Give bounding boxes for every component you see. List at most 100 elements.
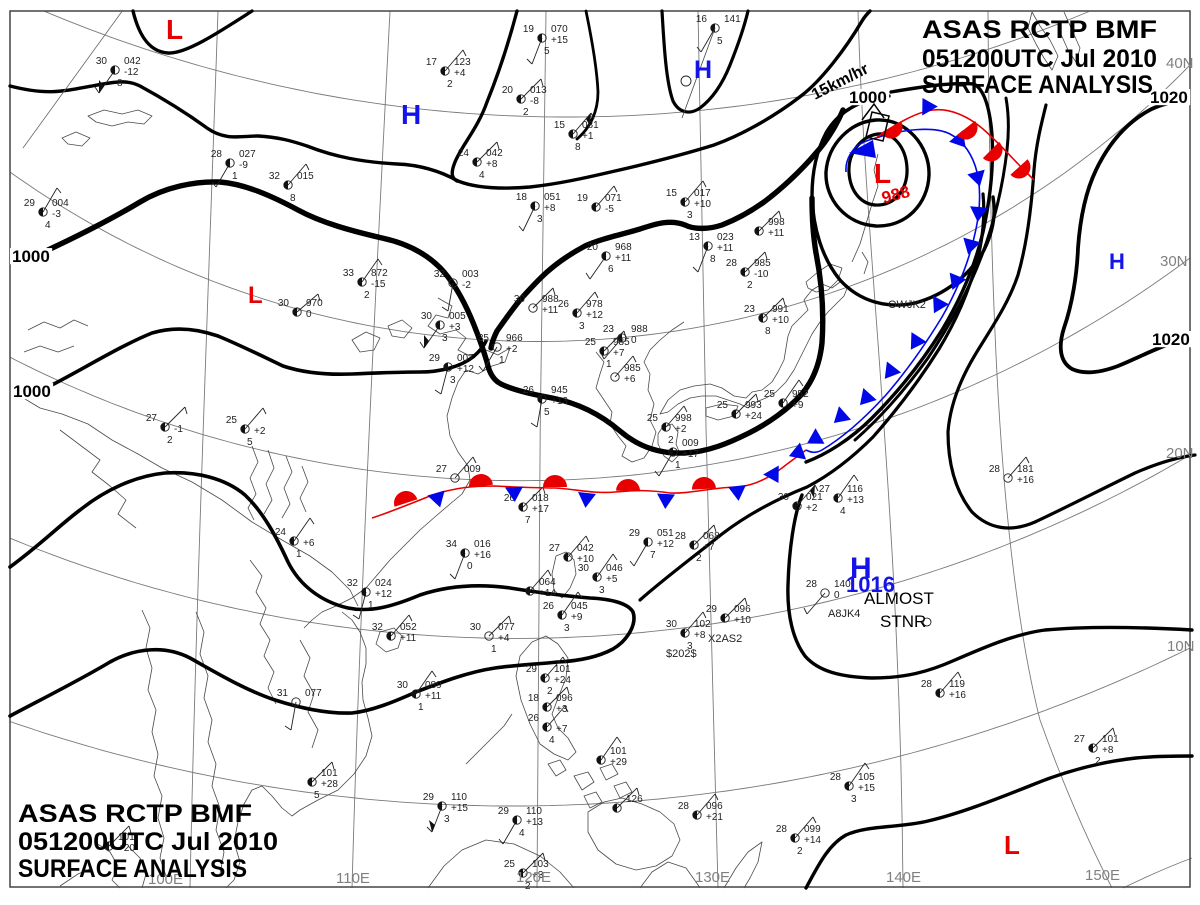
svg-text:3: 3	[579, 321, 585, 332]
svg-text:051: 051	[657, 528, 674, 539]
svg-text:27: 27	[146, 413, 158, 424]
svg-text:+11: +11	[542, 305, 559, 316]
svg-text:30: 30	[470, 622, 482, 633]
svg-text:4: 4	[840, 506, 846, 517]
svg-text:1016: 1016	[846, 572, 895, 597]
svg-text:110E: 110E	[336, 870, 370, 887]
svg-text:141: 141	[724, 14, 741, 25]
svg-text:181: 181	[1017, 464, 1034, 475]
svg-text:25: 25	[504, 859, 516, 870]
svg-text:110: 110	[451, 792, 467, 803]
svg-text:ALMOST: ALMOST	[864, 589, 934, 608]
svg-text:119: 119	[949, 679, 965, 690]
svg-text:096: 096	[706, 801, 723, 812]
svg-text:998: 998	[675, 413, 692, 424]
svg-text:H: H	[1109, 249, 1125, 274]
svg-text:+29: +29	[610, 757, 627, 768]
svg-text:L: L	[1004, 830, 1020, 860]
svg-text:+2: +2	[675, 424, 687, 435]
svg-text:3: 3	[687, 210, 693, 221]
svg-text:0: 0	[631, 335, 637, 346]
svg-text:+7: +7	[703, 542, 715, 553]
svg-text:005: 005	[449, 311, 466, 322]
svg-text:+1: +1	[582, 131, 594, 142]
svg-text:051: 051	[544, 192, 561, 203]
svg-text:1020: 1020	[1150, 88, 1188, 107]
svg-text:1020: 1020	[1152, 330, 1190, 349]
svg-text:100E: 100E	[148, 871, 183, 888]
svg-text:20N: 20N	[1166, 445, 1194, 462]
svg-text:077: 077	[498, 622, 515, 633]
svg-text:045: 045	[571, 601, 588, 612]
svg-text:-15: -15	[371, 279, 386, 290]
svg-text:35: 35	[478, 333, 490, 344]
svg-text:4: 4	[549, 735, 555, 746]
svg-text:081: 081	[582, 120, 599, 131]
svg-text:+13: +13	[847, 495, 864, 506]
svg-text:+2: +2	[506, 344, 518, 355]
svg-text:0: 0	[834, 590, 840, 601]
svg-text:5: 5	[544, 46, 550, 57]
svg-text:+3: +3	[449, 322, 461, 333]
svg-text:042: 042	[486, 148, 503, 159]
svg-text:8: 8	[765, 326, 771, 337]
svg-text:23: 23	[744, 304, 756, 315]
svg-text:-10: -10	[754, 269, 769, 280]
svg-text:105: 105	[858, 772, 875, 783]
svg-text:10N: 10N	[1167, 638, 1195, 655]
svg-text:34: 34	[446, 539, 458, 550]
svg-text:13: 13	[689, 232, 701, 243]
svg-text:1000: 1000	[12, 247, 50, 266]
svg-text:+14: +14	[539, 588, 556, 599]
svg-text:+15: +15	[551, 35, 568, 46]
svg-text:30: 30	[578, 563, 590, 574]
svg-text:15: 15	[554, 120, 566, 131]
svg-text:OWJK2: OWJK2	[888, 299, 926, 311]
svg-text:4: 4	[479, 170, 485, 181]
svg-text:003: 003	[462, 269, 479, 280]
svg-text:+16: +16	[474, 550, 491, 561]
svg-text:024: 024	[375, 578, 392, 589]
svg-text:+4: +4	[498, 633, 510, 644]
svg-text:16: 16	[696, 14, 708, 25]
svg-text:28: 28	[921, 679, 933, 690]
svg-text:968: 968	[615, 242, 632, 253]
svg-text:25: 25	[717, 400, 729, 411]
svg-text:SURFACE ANALYSIS: SURFACE ANALYSIS	[18, 855, 247, 883]
svg-text:998: 998	[768, 217, 785, 228]
svg-text:1: 1	[491, 644, 497, 655]
svg-text:099: 099	[804, 824, 821, 835]
svg-text:8: 8	[710, 254, 716, 265]
svg-text:140: 140	[834, 579, 851, 590]
svg-text:2: 2	[525, 881, 531, 892]
svg-text:1: 1	[499, 355, 505, 366]
svg-text:25: 25	[764, 389, 776, 400]
svg-text:+12: +12	[457, 364, 474, 375]
svg-text:0: 0	[467, 561, 473, 572]
svg-text:H: H	[401, 99, 421, 130]
svg-text:+20: +20	[118, 843, 135, 854]
svg-text:-9: -9	[239, 160, 248, 171]
svg-text:970: 970	[306, 298, 323, 309]
svg-text:28: 28	[675, 531, 687, 542]
svg-text:30: 30	[397, 680, 409, 691]
svg-text:013: 013	[530, 85, 547, 96]
svg-text:+7: +7	[613, 348, 625, 359]
svg-text:-12: -12	[124, 67, 139, 78]
svg-text:6: 6	[608, 264, 614, 275]
svg-text:150E: 150E	[1085, 867, 1120, 884]
svg-text:+11: +11	[425, 691, 442, 702]
svg-text:101: 101	[321, 768, 338, 779]
svg-text:068: 068	[703, 531, 720, 542]
svg-text:3: 3	[851, 794, 857, 805]
svg-text:+10: +10	[734, 615, 751, 626]
svg-text:28: 28	[211, 149, 223, 160]
svg-text:+12: +12	[375, 589, 392, 600]
svg-text:ASAS RCTP BMF: ASAS RCTP BMF	[18, 800, 252, 828]
svg-text:+10: +10	[772, 315, 789, 326]
svg-text:27: 27	[819, 484, 831, 495]
svg-text:+8: +8	[544, 203, 556, 214]
svg-text:952: 952	[792, 389, 809, 400]
svg-text:29: 29	[24, 198, 36, 209]
svg-text:978: 978	[586, 299, 603, 310]
